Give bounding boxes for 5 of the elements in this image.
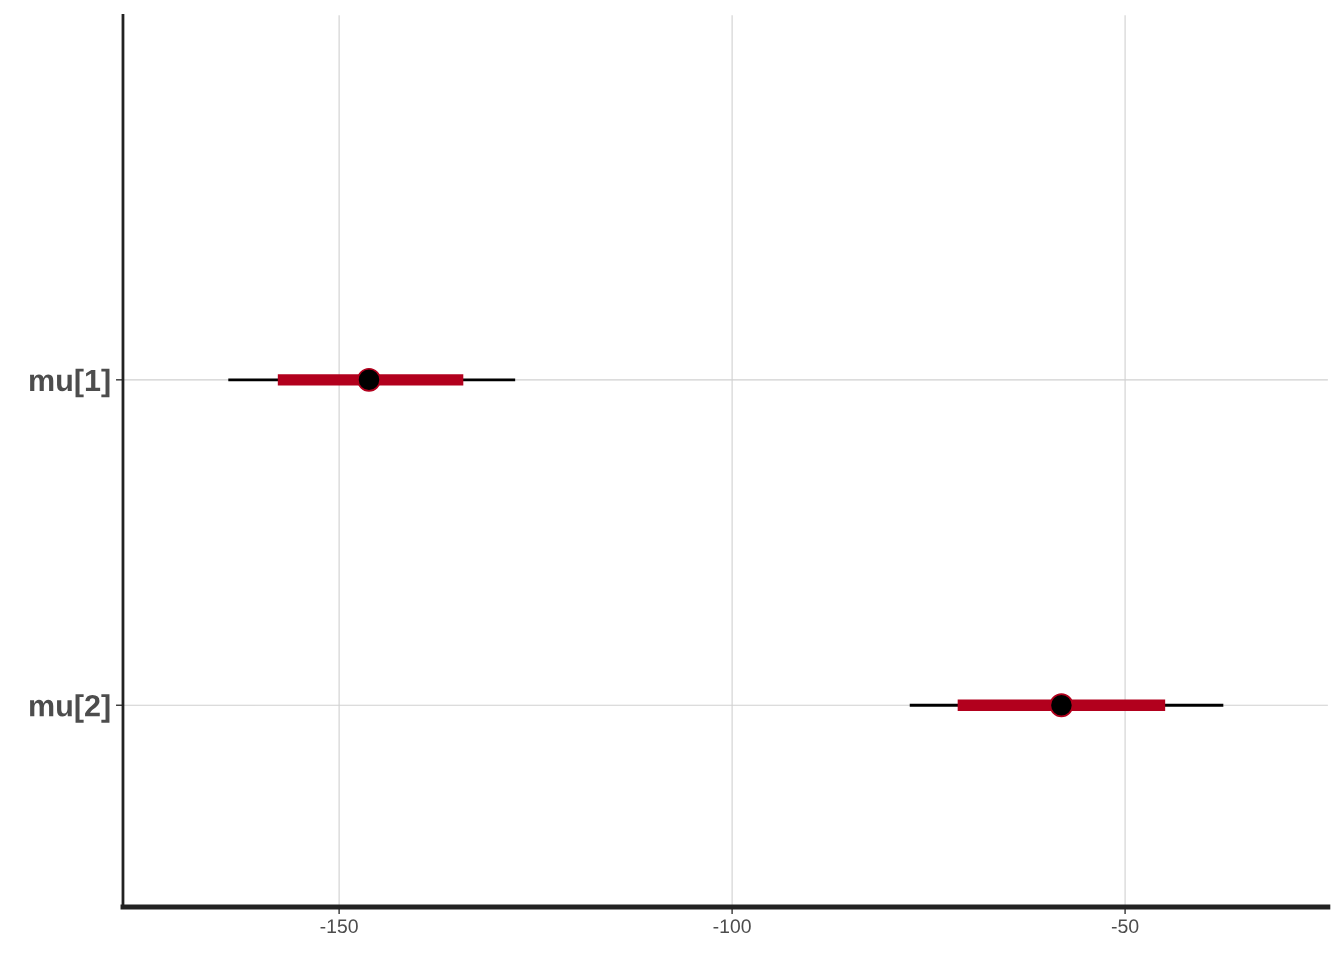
x-tick-label: -100 — [713, 919, 751, 934]
y-tick-label: mu[1] — [30, 368, 110, 398]
x-tick-label: -50 — [1111, 919, 1139, 934]
y-tick-label: mu[2] — [30, 694, 110, 723]
x-tick-label: -150 — [320, 919, 358, 934]
